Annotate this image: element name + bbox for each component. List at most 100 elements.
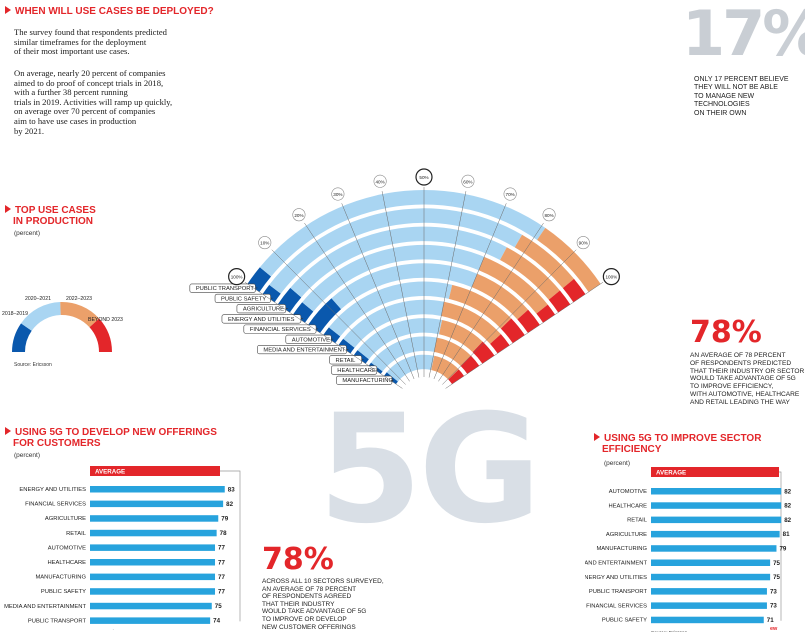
sector-label: MEDIA AND ENTERTAINMENT	[263, 348, 345, 354]
ring-segment	[478, 256, 548, 314]
bar-value-label: 83	[228, 486, 235, 493]
ring-segment	[448, 369, 465, 385]
bar	[90, 529, 217, 537]
scale-marker	[292, 208, 306, 222]
offerings-unit: (percent)	[14, 452, 41, 459]
bar	[90, 515, 219, 522]
scale-label: 50%	[419, 175, 428, 180]
bar-value-label: 77	[218, 559, 225, 566]
triangle-icon	[5, 6, 11, 14]
sector-label-box	[221, 314, 302, 324]
bar-value-label: 77	[218, 574, 225, 581]
sector-label: RETAIL	[336, 358, 357, 364]
bar	[90, 588, 216, 595]
scale-marker	[542, 208, 556, 222]
ring-segment	[262, 284, 281, 303]
scale-label: 90%	[579, 241, 588, 246]
ring-segment	[460, 355, 480, 374]
offerings-heading: USING 5G TO DEVELOP NEW OFFERINGS FOR CU…	[5, 427, 217, 449]
bar-value-label: 74	[213, 618, 220, 625]
efficiency-unit: (percent)	[604, 460, 631, 467]
bar	[90, 617, 211, 624]
ring-segment	[562, 278, 586, 303]
sector-label-box	[189, 283, 256, 293]
bar-category-label: AUTOMOTIVE	[609, 489, 647, 495]
offerings-bar-chart: AVERAGE ENERGY AND UTILITIES 83 FINANCIAL S…	[4, 466, 241, 630]
radial-gridline	[304, 222, 410, 382]
ring-segment	[448, 284, 512, 329]
bar-value-label: 82	[784, 488, 791, 495]
ring-segment	[441, 301, 501, 344]
bar-category-label: ENERGY AND UTILITIES	[19, 487, 86, 493]
scale-label: 100%	[231, 275, 243, 280]
scale-marker	[602, 268, 620, 286]
bar	[90, 544, 216, 551]
bar	[651, 616, 764, 624]
scale-label: 70%	[506, 192, 515, 197]
ring-segment	[323, 327, 341, 344]
ring-segment	[514, 234, 575, 289]
legend-label: 2022–2023	[66, 296, 92, 302]
bar	[90, 486, 225, 493]
radial-gridline	[341, 203, 415, 380]
sector-label: AGRICULTURE	[243, 307, 284, 313]
watermark-5g: 5G	[318, 383, 541, 557]
sector-label: ENERGY AND UTILITIES	[228, 317, 295, 323]
scale-label: 80%	[544, 213, 553, 218]
bar-value-label: 82	[226, 501, 233, 508]
sector-label-box	[336, 375, 393, 385]
sector-label: HEALTHCARE	[337, 368, 376, 374]
bar-category-label: PUBLIC SAFETY	[602, 618, 647, 624]
bar-category-label: FINANCIAL SERVICES	[586, 603, 647, 609]
bar-value-label: 75	[773, 560, 780, 567]
bar-category-label: FINANCIAL SERVICES	[25, 502, 86, 508]
average-label: AVERAGE	[95, 468, 125, 475]
ring-segment	[331, 263, 478, 310]
deploy-heading: WHEN WILL USE CASES BE DEPLOYED?	[5, 6, 214, 17]
legend-segment	[12, 323, 32, 352]
ring-segment	[386, 354, 435, 382]
legend-label: BEYOND 2023	[88, 317, 123, 323]
stat-78-offerings-text: ACROSS ALL 10 SECTORS SURVEYED, AN AVERA…	[262, 578, 384, 631]
sector-label-box	[214, 293, 271, 303]
bar-value-label: 77	[218, 589, 225, 596]
bar-category-label: MEDIA AND ENTERTAINMENT	[4, 604, 86, 610]
bar-value-label: 78	[220, 530, 227, 537]
bar-value-label: 79	[221, 516, 228, 523]
bar-category-label: MEDIA AND ENTERTAINMENT	[585, 561, 647, 567]
bar-category-label: MANUFACTURING	[596, 546, 647, 552]
bar-value-label: 73	[770, 603, 777, 610]
bar-category-label: AGRICULTURE	[606, 532, 647, 538]
scale-label: 10%	[260, 241, 269, 246]
ring-segment	[536, 304, 556, 323]
scale-marker	[258, 236, 272, 250]
triangle-icon	[5, 427, 11, 435]
ring-segment	[472, 341, 495, 364]
legend-label: 2018–2019	[2, 311, 28, 317]
ring-segment	[343, 299, 445, 348]
average-label: AVERAGE	[656, 469, 686, 476]
bar-category-label: PUBLIC SAFETY	[41, 589, 86, 595]
scale-label: 30%	[333, 192, 342, 197]
scale-marker	[461, 174, 475, 188]
legend-source: Source: Ericsson	[14, 362, 52, 368]
bar-category-label: HEALTHCARE	[608, 503, 647, 509]
scale-label: 60%	[463, 179, 472, 184]
stat-17-value: 17%	[682, 0, 805, 70]
bar-value-label: 79	[779, 546, 786, 553]
bar-value-label: 82	[784, 517, 791, 524]
bar-category-label: AUTOMOTIVE	[48, 545, 86, 551]
sector-label: PUBLIC SAFETY	[221, 296, 266, 302]
average-bracket	[220, 470, 241, 622]
bar	[90, 602, 212, 610]
deploy-paragraph-1: The survey found that respondents predic…	[14, 27, 167, 57]
sector-label-box	[329, 355, 362, 365]
bar	[651, 559, 771, 566]
sector-label: PUBLIC TRANSPORT	[196, 286, 255, 292]
radial-gridline	[271, 249, 406, 385]
sector-label-box	[330, 365, 378, 375]
sector-label-box	[243, 324, 317, 334]
radial-gridline	[433, 203, 507, 380]
ring-segment	[537, 227, 601, 293]
